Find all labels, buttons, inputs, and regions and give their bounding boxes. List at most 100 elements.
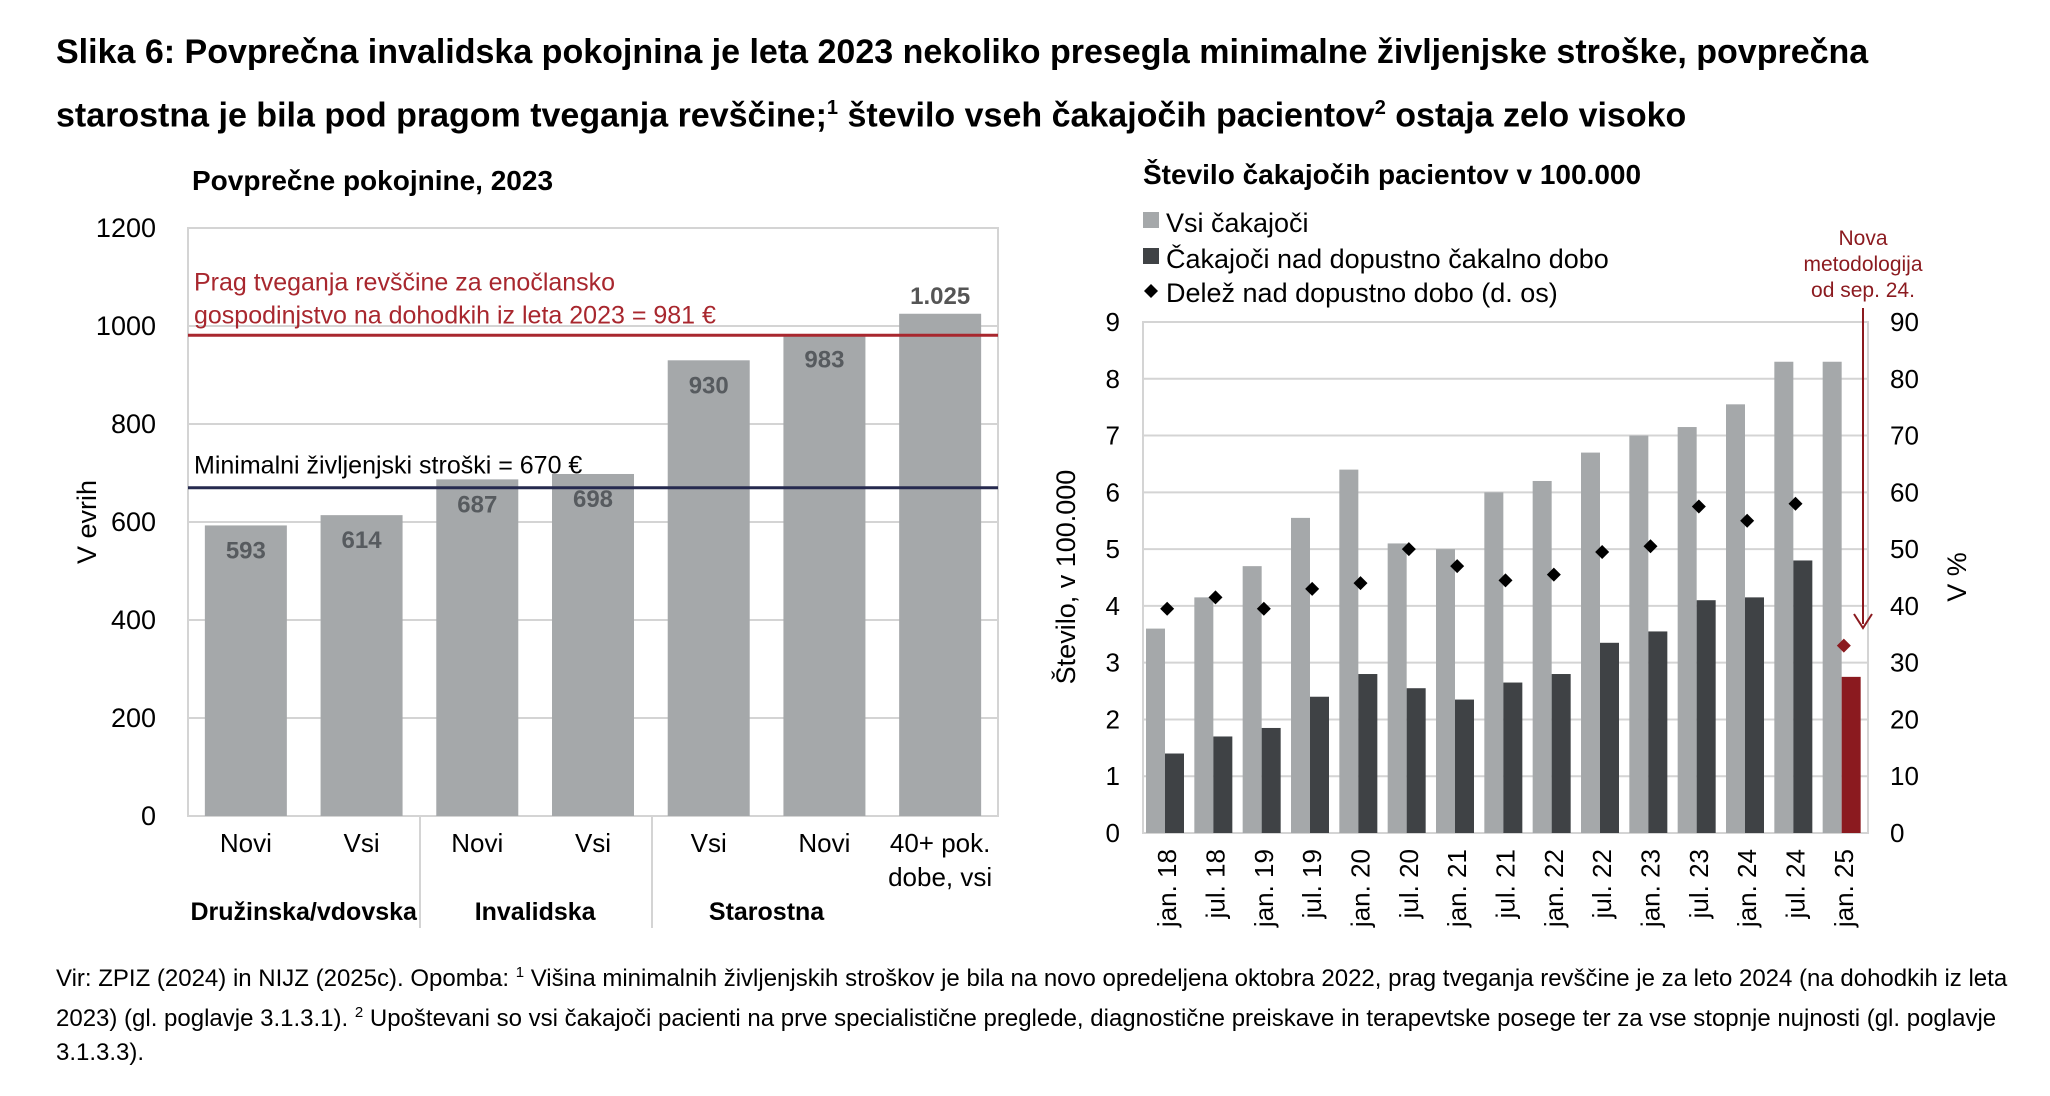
pension-group-label: Starostna [709, 898, 825, 926]
source-part1: Vir: ZPIZ (2024) in NIJZ (2025c). Opomba… [56, 965, 516, 992]
pension-bar [204, 525, 287, 816]
waiting-y-tick-left: 9 [1106, 307, 1120, 337]
pension-y-tick: 600 [111, 507, 156, 537]
waiting-bar-all [1677, 427, 1697, 833]
waiting-bar-over [1696, 600, 1716, 833]
waiting-y-tick-left: 1 [1106, 761, 1120, 791]
pension-chart: Povprečne pokojnine, 2023 0 200 400 600 800 1… [72, 165, 999, 928]
waiting-y-tick-right: 0 [1890, 818, 1904, 848]
pension-value-label: 1.025 [910, 283, 970, 310]
waiting-x-label: jul. 18 [1201, 849, 1231, 919]
pension-bar [783, 334, 866, 816]
waiting-x-label: jul. 24 [1781, 849, 1811, 919]
waiting-x-label: jan. 25 [1829, 849, 1859, 928]
waiting-share-point [1595, 544, 1610, 559]
waiting-bar-all [1581, 452, 1600, 833]
waiting-x-label: jul. 19 [1297, 849, 1327, 919]
pension-value-labels: 593 614 687 698 930 983 1.025 [226, 283, 970, 565]
waiting-share-point [1450, 559, 1465, 574]
title-part1: Slika 6: Povprečna invalidska pokojnina … [56, 33, 1869, 135]
pension-group-label: Invalidska [475, 898, 597, 926]
waiting-y-tick-left: 0 [1106, 818, 1120, 848]
waiting-x-label: jul. 21 [1491, 849, 1521, 919]
poverty-threshold-label-2: gospodinjstvo na dohodkih iz leta 2023 =… [194, 301, 716, 329]
waiting-x-label: jan. 18 [1152, 849, 1182, 928]
pension-y-tick: 800 [111, 409, 156, 439]
annotation-line-1: Nova [1838, 227, 1887, 250]
waiting-share-point [1305, 581, 1320, 596]
waiting-share-point [1498, 573, 1513, 588]
pension-category-label: Novi [451, 828, 503, 858]
waiting-y-tick-right: 20 [1890, 704, 1919, 734]
pension-y-tick: 200 [111, 703, 156, 733]
waiting-bar-all [1339, 469, 1359, 833]
waiting-bars-over [1165, 560, 1861, 833]
waiting-share-points [1160, 496, 1851, 653]
waiting-x-label: jan. 24 [1732, 849, 1762, 928]
waiting-chart: Število čakajočih pacientov v 100.000 Vs… [1050, 158, 1972, 928]
waiting-x-label: jan. 21 [1442, 849, 1472, 928]
waiting-x-label: jan. 19 [1249, 849, 1279, 928]
waiting-bar-over [1165, 753, 1184, 833]
waiting-y-tick-right: 30 [1890, 648, 1919, 678]
source-footnote-1: 1 [515, 964, 525, 981]
waiting-share-point [1256, 601, 1271, 616]
waiting-bar-all [1291, 517, 1310, 833]
waiting-share-point [1208, 590, 1223, 605]
waiting-bar-all [1822, 361, 1842, 833]
pension-category-label: Novi [798, 828, 850, 858]
waiting-bar-over [1745, 597, 1764, 833]
waiting-y-tick-left: 2 [1106, 704, 1120, 734]
pension-value-label: 930 [689, 372, 729, 399]
pension-y-tick: 1000 [96, 311, 156, 341]
waiting-share-point [1643, 539, 1658, 554]
waiting-chart-title: Število čakajočih pacientov v 100.000 [1143, 158, 1641, 190]
legend-swatch-over [1143, 248, 1159, 264]
waiting-y-axis-label-right: V % [1942, 552, 1972, 602]
pension-bar [899, 313, 982, 816]
waiting-y-tick-right: 50 [1890, 534, 1919, 564]
pension-category-label: dobe, vsi [888, 862, 992, 892]
annotation-arrow-head [1853, 613, 1873, 630]
pension-category-label: Vsi [575, 828, 611, 858]
waiting-bar-all [1484, 492, 1504, 833]
waiting-bar-over [1648, 631, 1668, 833]
waiting-bar-all [1532, 480, 1552, 833]
pension-y-axis-label: V evrih [72, 480, 102, 564]
source-footnote-2: 2 [354, 1004, 364, 1021]
pension-chart-title: Povprečne pokojnine, 2023 [192, 165, 553, 196]
pension-bar [436, 479, 519, 816]
waiting-bar-over [1551, 674, 1571, 833]
waiting-bar-over [1841, 676, 1861, 833]
legend-label-share: Delež nad dopustno dobo (d. os) [1166, 278, 1558, 308]
source-note: Vir: ZPIZ (2024) in NIJZ (2025c). Opomba… [56, 956, 2016, 1070]
pension-bar [552, 473, 634, 816]
pension-bar [667, 360, 750, 816]
waiting-x-labels: jan. 18 jul. 18 jan. 19 jul. 19 jan. 20 jul. … [1152, 849, 1859, 928]
pension-category-label: Vsi [344, 828, 380, 858]
pension-category-labels: Novi Vsi Novi Vsi Vsi Novi 40+ pok. dobe, vsi [220, 828, 992, 892]
title-footnote-1: 1 [826, 97, 839, 119]
waiting-y-tick-right: 70 [1890, 421, 1919, 451]
title-footnote-2: 2 [1374, 97, 1386, 119]
waiting-bar-over [1261, 727, 1281, 833]
pension-y-tick: 400 [111, 605, 156, 635]
waiting-y-tick-right: 80 [1890, 364, 1919, 394]
legend-label-all: Vsi čakajoči [1166, 208, 1309, 238]
pension-y-tick: 1200 [96, 213, 156, 243]
methodology-annotation: Nova metodologija od sep. 24. [1803, 227, 1923, 630]
waiting-y-tick-left: 3 [1106, 648, 1120, 678]
waiting-bar-all [1242, 566, 1262, 833]
waiting-x-label: jul. 22 [1587, 849, 1617, 919]
waiting-x-label: jan. 20 [1346, 849, 1376, 928]
waiting-bar-over [1358, 674, 1378, 833]
pension-category-label: Vsi [691, 828, 727, 858]
waiting-bar-over [1793, 560, 1813, 833]
waiting-bar-all [1387, 543, 1407, 833]
annotation-line-3: od sep. 24. [1811, 279, 1915, 302]
charts-canvas: Povprečne pokojnine, 2023 02004006008001… [72, 158, 1972, 928]
pension-y-ticks: 0 200 400 600 800 1000 1200 [96, 213, 156, 831]
pension-group-labels: Družinska/vdovska Invalidska Starostna [190, 898, 825, 926]
source-part2: Višina minimalnih življenjskih stroškov … [56, 965, 2008, 1032]
waiting-y-ticks-left: 0 1 2 3 4 5 6 7 8 9 [1106, 307, 1120, 848]
